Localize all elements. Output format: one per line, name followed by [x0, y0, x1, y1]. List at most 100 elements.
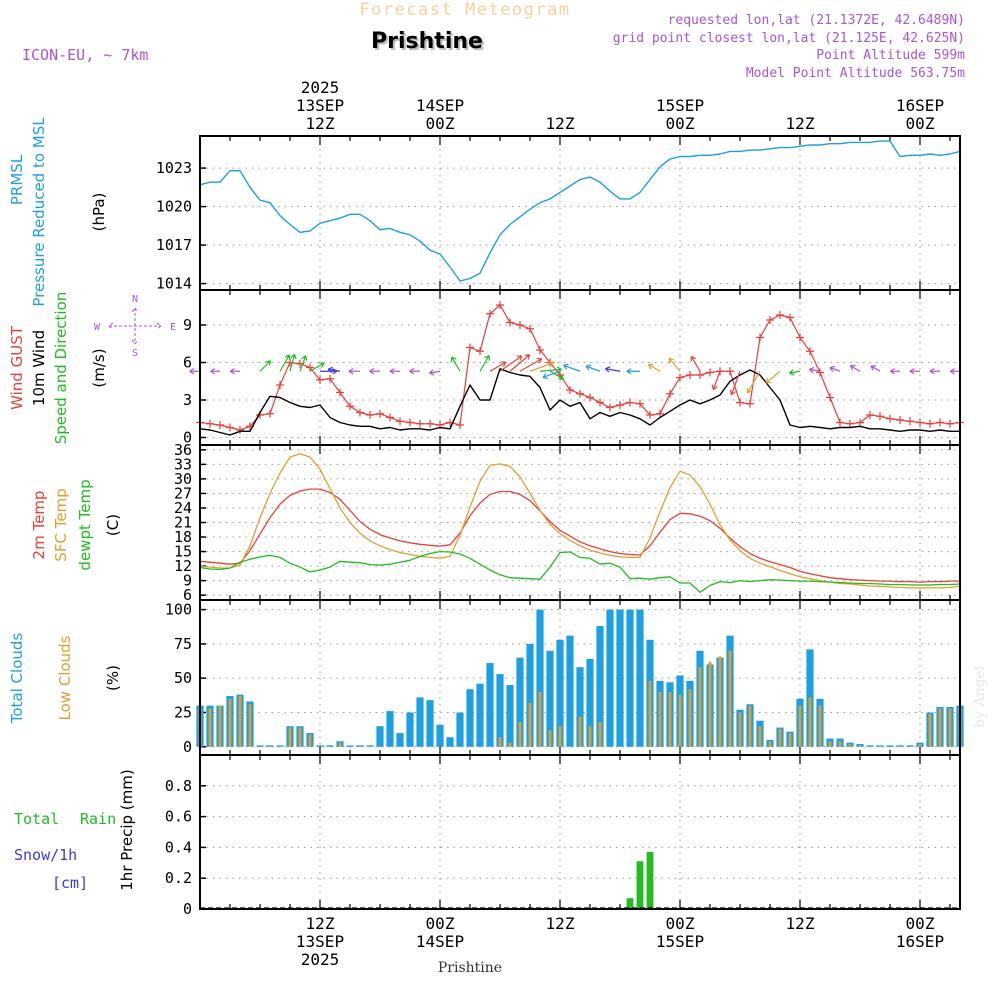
wind-arrow-head — [668, 357, 675, 364]
wind-arrow — [479, 354, 490, 372]
low-cloud-bar — [778, 728, 782, 747]
total-cloud-bar — [856, 744, 864, 747]
temp-line-orange — [199, 453, 961, 589]
temp-2m-label: 2m Temp — [30, 491, 48, 560]
footer-location: Prishtine — [438, 960, 502, 976]
bottom-time-label: 16SEP — [896, 932, 944, 951]
total-cloud-bar — [506, 685, 514, 747]
y-tick-label: 6 — [183, 354, 192, 372]
gust-marker — [566, 386, 574, 394]
bottom-time-label: 12Z — [546, 914, 575, 933]
wind-10m-label: 10m Wind — [30, 330, 48, 406]
wind-arrow — [789, 369, 801, 376]
wind-arrow-shaft — [789, 370, 801, 374]
compass-lines — [108, 307, 162, 345]
wind-arrow-head — [711, 384, 718, 391]
total-cloud-bar — [436, 724, 444, 747]
total-cloud-bar — [496, 674, 504, 747]
low-clouds-label: Low Clouds — [56, 635, 74, 720]
total-cloud-bar — [526, 643, 534, 747]
compass-s: S — [132, 348, 138, 359]
low-cloud-bar — [678, 694, 682, 747]
wind-arrow — [889, 368, 900, 375]
bottom-time-label: 2025 — [301, 950, 340, 969]
wind-arrow-head — [558, 374, 564, 380]
model-altitude: Model Point Altitude 563.75m — [746, 66, 965, 81]
total-cloud-bar — [556, 639, 564, 747]
gust-marker — [846, 419, 854, 428]
wind-arrow — [605, 366, 621, 373]
wind-arrow — [542, 370, 561, 380]
low-cloud-bar — [298, 727, 302, 747]
wind-arrow-head — [870, 365, 877, 371]
wind-arrow — [450, 356, 461, 372]
low-cloud-bar — [518, 722, 522, 747]
wind-arrow-head — [909, 368, 915, 375]
wind-arrow-head — [626, 368, 632, 375]
wind-arrow-shaft — [765, 370, 781, 384]
wind-arrow — [409, 368, 420, 375]
gust-marker — [406, 418, 414, 427]
wind-arrow-head — [605, 366, 611, 373]
y-tick-label: 24 — [174, 499, 192, 517]
gust-marker — [366, 411, 374, 419]
wind-arrow-shaft — [549, 370, 564, 380]
low-cloud-bar — [648, 680, 652, 747]
gust-marker — [696, 371, 704, 379]
top-time-label: 00Z — [666, 114, 695, 133]
low-cloud-bar — [238, 696, 242, 747]
wind-arrow — [711, 371, 721, 391]
y-tick-label: 0.6 — [165, 808, 192, 826]
wind-arrow — [746, 370, 761, 394]
wind-arrow-head — [484, 354, 490, 361]
top-time-label: 12Z — [306, 114, 335, 133]
temp-line-red — [199, 488, 960, 583]
wind-arrow — [909, 368, 920, 375]
gust-marker — [946, 419, 954, 428]
top-time-label: 12Z — [786, 114, 815, 133]
y-tick-label: 15 — [174, 543, 192, 561]
pressure-unit: (hPa) — [90, 193, 108, 232]
wind-arrow-shaft — [451, 356, 461, 372]
low-cloud-bar — [538, 691, 542, 747]
wind-arrow — [549, 370, 564, 380]
wind-arrow-head — [500, 361, 507, 367]
wind-arrow-shaft — [563, 364, 581, 372]
wind-arrow-shaft — [850, 365, 861, 372]
wind-arrow-head — [729, 389, 736, 396]
total-cloud-bar — [276, 745, 284, 747]
gust-marker — [226, 423, 234, 432]
bottom-time-label: 12Z — [306, 914, 335, 933]
gust-marker — [236, 426, 244, 434]
gust-marker — [476, 347, 484, 356]
low-cloud-bar — [548, 730, 552, 747]
y-tick-label: 9 — [183, 316, 192, 334]
low-cloud-bar — [758, 726, 762, 747]
wind-arrow-head — [516, 355, 523, 361]
wind-arrow-shaft — [309, 362, 325, 372]
total-cloud-bar — [566, 635, 574, 747]
wind-arrow-shaft — [746, 370, 761, 394]
gust-marker — [786, 313, 794, 322]
gust-marker — [776, 311, 784, 319]
product-title: Forecast Meteogram — [359, 0, 570, 20]
wind-arrow-shaft — [648, 364, 661, 372]
wind-arrow-head — [348, 368, 354, 375]
wind-arrow-shaft — [289, 354, 296, 372]
low-cloud-bar — [748, 705, 752, 747]
top-time-label: 12Z — [546, 114, 575, 133]
low-cloud-bar — [248, 704, 252, 747]
gust-marker — [896, 416, 904, 424]
total-cloud-bar — [866, 745, 874, 747]
wind-gust-label: Wind GUST — [8, 325, 26, 410]
low-cloud-bar — [228, 698, 232, 747]
wind-arrow — [509, 354, 531, 372]
gust-marker — [836, 418, 844, 427]
total-cloud-bar — [406, 712, 414, 747]
gust-marker — [726, 367, 734, 376]
low-cloud-bar — [738, 712, 742, 747]
total-cloud-bar — [906, 745, 914, 747]
wind-arrow — [309, 362, 325, 372]
top-time-label: 14SEP — [416, 96, 464, 115]
